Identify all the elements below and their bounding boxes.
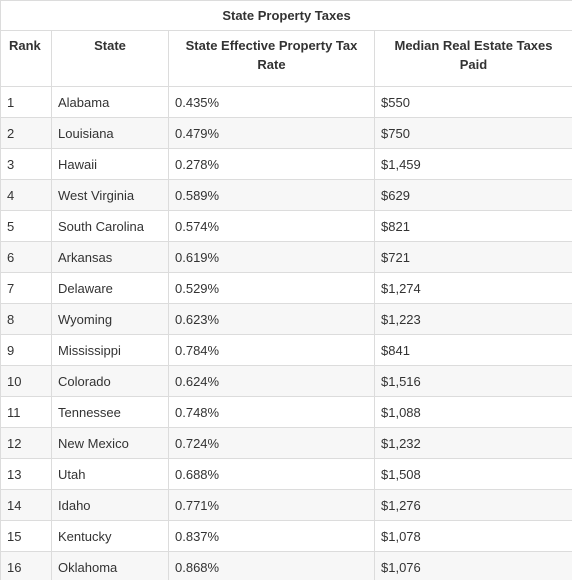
rate-cell: 0.574% (168, 210, 375, 242)
rate-cell: 0.619% (168, 241, 375, 273)
rate-cell: 0.784% (168, 334, 375, 366)
taxes-paid-cell: $1,516 (374, 365, 572, 397)
rank-cell: 14 (0, 489, 52, 521)
rate-cell: 0.623% (168, 303, 375, 335)
table-row: 12 New Mexico 0.724% $1,232 (0, 427, 572, 459)
state-cell: Idaho (51, 489, 169, 521)
rate-cell: 0.435% (168, 86, 375, 118)
rank-cell: 12 (0, 427, 52, 459)
table-row: 3 Hawaii 0.278% $1,459 (0, 148, 572, 180)
state-cell: South Carolina (51, 210, 169, 242)
table-row: 16 Oklahoma 0.868% $1,076 (0, 551, 572, 580)
column-header-rank: Rank (0, 30, 52, 87)
table-title-row: State Property Taxes (0, 0, 572, 31)
rank-cell: 2 (0, 117, 52, 149)
taxes-paid-cell: $1,223 (374, 303, 572, 335)
rank-cell: 1 (0, 86, 52, 118)
table-row: 11 Tennessee 0.748% $1,088 (0, 396, 572, 428)
table-row: 9 Mississippi 0.784% $841 (0, 334, 572, 366)
state-cell: New Mexico (51, 427, 169, 459)
table-row: 10 Colorado 0.624% $1,516 (0, 365, 572, 397)
table-title: State Property Taxes (0, 0, 572, 31)
table-row: 14 Idaho 0.771% $1,276 (0, 489, 572, 521)
rate-cell: 0.724% (168, 427, 375, 459)
column-header-paid: Median Real Estate Taxes Paid (374, 30, 572, 87)
rank-cell: 3 (0, 148, 52, 180)
rank-cell: 7 (0, 272, 52, 304)
rank-cell: 4 (0, 179, 52, 211)
rank-cell: 6 (0, 241, 52, 273)
state-cell: Tennessee (51, 396, 169, 428)
taxes-paid-cell: $1,274 (374, 272, 572, 304)
rate-cell: 0.589% (168, 179, 375, 211)
table-row: 7 Delaware 0.529% $1,274 (0, 272, 572, 304)
rate-cell: 0.624% (168, 365, 375, 397)
state-cell: Wyoming (51, 303, 169, 335)
rate-cell: 0.868% (168, 551, 375, 580)
taxes-paid-cell: $629 (374, 179, 572, 211)
state-cell: Oklahoma (51, 551, 169, 580)
state-cell: Alabama (51, 86, 169, 118)
taxes-paid-cell: $821 (374, 210, 572, 242)
rate-cell: 0.688% (168, 458, 375, 490)
table-row: 15 Kentucky 0.837% $1,078 (0, 520, 572, 552)
table-row: 13 Utah 0.688% $1,508 (0, 458, 572, 490)
rate-cell: 0.479% (168, 117, 375, 149)
rank-cell: 10 (0, 365, 52, 397)
state-cell: Utah (51, 458, 169, 490)
rank-cell: 5 (0, 210, 52, 242)
rate-cell: 0.748% (168, 396, 375, 428)
rank-cell: 16 (0, 551, 52, 580)
rank-cell: 15 (0, 520, 52, 552)
taxes-paid-cell: $750 (374, 117, 572, 149)
taxes-paid-cell: $1,508 (374, 458, 572, 490)
state-cell: Louisiana (51, 117, 169, 149)
taxes-paid-cell: $1,276 (374, 489, 572, 521)
table-row: 2 Louisiana 0.479% $750 (0, 117, 572, 149)
rank-cell: 13 (0, 458, 52, 490)
rate-cell: 0.771% (168, 489, 375, 521)
table-row: 8 Wyoming 0.623% $1,223 (0, 303, 572, 335)
table-header-row: Rank State State Effective Property Tax … (0, 30, 572, 87)
table-body: 1 Alabama 0.435% $550 2 Louisiana 0.479% $750 3 H… (0, 86, 572, 580)
taxes-paid-cell: $721 (374, 241, 572, 273)
rate-cell: 0.837% (168, 520, 375, 552)
table-row: 1 Alabama 0.435% $550 (0, 86, 572, 118)
rank-cell: 11 (0, 396, 52, 428)
state-cell: Colorado (51, 365, 169, 397)
state-cell: West Virginia (51, 179, 169, 211)
state-cell: Delaware (51, 272, 169, 304)
column-header-state: State (51, 30, 169, 87)
taxes-paid-cell: $1,088 (374, 396, 572, 428)
rate-cell: 0.278% (168, 148, 375, 180)
state-cell: Mississippi (51, 334, 169, 366)
taxes-paid-cell: $1,459 (374, 148, 572, 180)
taxes-paid-cell: $1,232 (374, 427, 572, 459)
taxes-paid-cell: $841 (374, 334, 572, 366)
rate-cell: 0.529% (168, 272, 375, 304)
taxes-paid-cell: $1,078 (374, 520, 572, 552)
taxes-paid-cell: $550 (374, 86, 572, 118)
state-cell: Kentucky (51, 520, 169, 552)
table-row: 4 West Virginia 0.589% $629 (0, 179, 572, 211)
state-cell: Hawaii (51, 148, 169, 180)
table-row: 5 South Carolina 0.574% $821 (0, 210, 572, 242)
taxes-paid-cell: $1,076 (374, 551, 572, 580)
rank-cell: 8 (0, 303, 52, 335)
state-cell: Arkansas (51, 241, 169, 273)
rank-cell: 9 (0, 334, 52, 366)
column-header-rate: State Effective Property Tax Rate (168, 30, 375, 87)
table-row: 6 Arkansas 0.619% $721 (0, 241, 572, 273)
